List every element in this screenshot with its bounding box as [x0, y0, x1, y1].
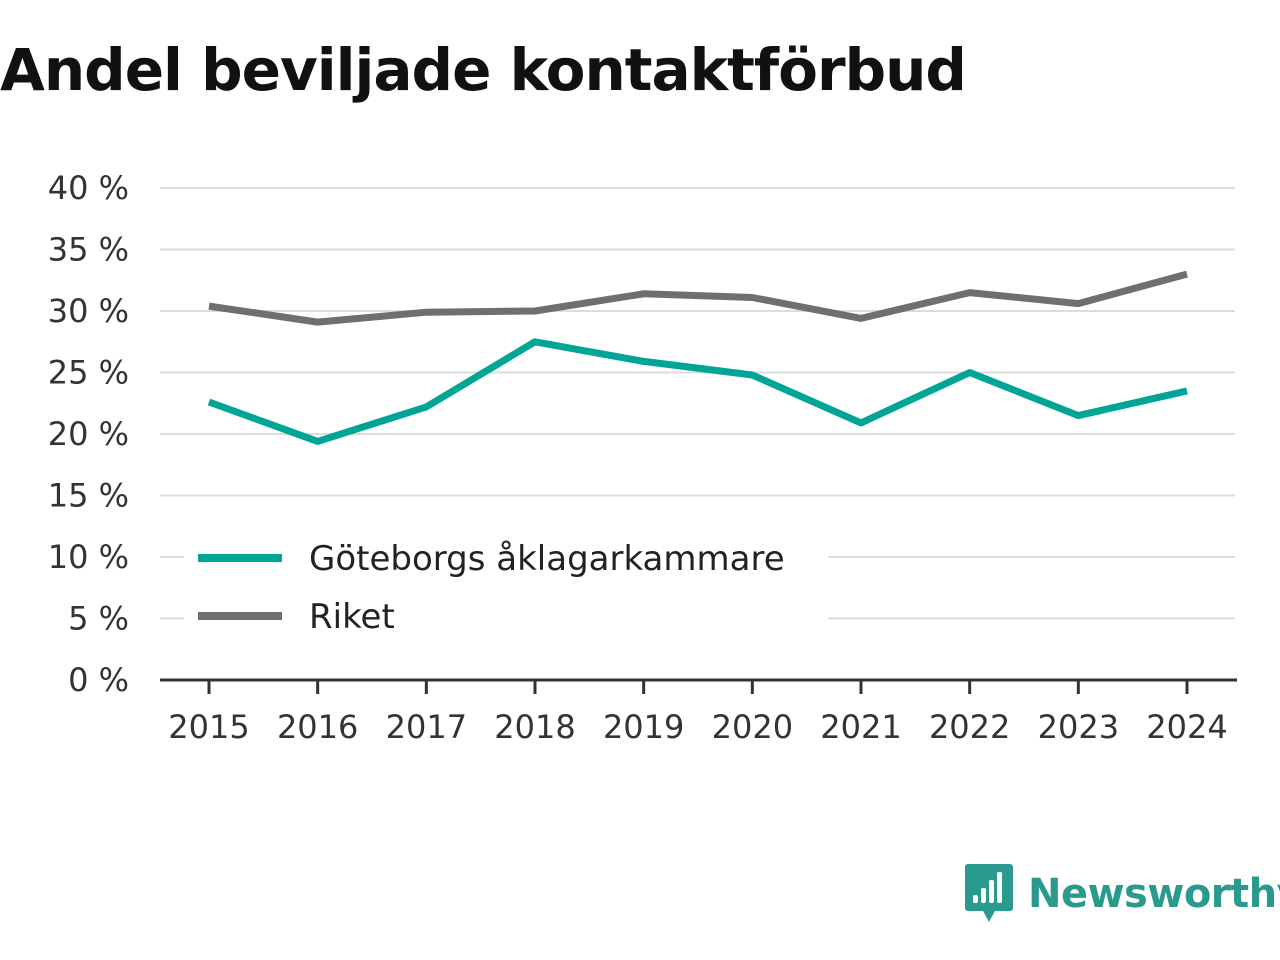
y-tick-label: 35 % [48, 231, 129, 269]
y-tick-label: 15 % [48, 477, 129, 515]
y-tick-label: 5 % [68, 600, 129, 638]
y-tick-label: 25 % [48, 354, 129, 392]
x-tick-label: 2017 [386, 708, 467, 746]
x-tick-label: 2019 [603, 708, 684, 746]
series-line [208, 270, 1188, 326]
y-tick-label: 40 % [48, 169, 129, 207]
legend-background [184, 528, 828, 650]
newsworthy-logo-icon [965, 864, 1013, 922]
y-axis: 0 % 5 % 10 % 15 % 20 % 25 % 30 % 35 % 40 % [48, 169, 129, 699]
x-tick-label: 2018 [494, 708, 575, 746]
x-axis: 2015 2016 2017 2018 2019 2020 2021 2022 2023 2024 [160, 678, 1237, 746]
legend: Göteborgs åklagarkammare Riket [184, 528, 828, 650]
x-tick-label: 2024 [1146, 708, 1227, 746]
chart-title: Andel beviljade kontaktförbud [0, 36, 967, 104]
x-tick-label: 2015 [168, 708, 249, 746]
x-tick-label: 2022 [929, 708, 1010, 746]
brand-logo: Newsworthy [964, 862, 1280, 926]
y-tick-label: 30 % [48, 292, 129, 330]
series-line [207, 338, 1188, 445]
legend-label: Göteborgs åklagarkammare [309, 539, 785, 579]
x-tick-label: 2020 [712, 708, 793, 746]
y-tick-label: 10 % [48, 538, 129, 576]
x-tick-label: 2023 [1038, 708, 1119, 746]
x-tick-label: 2016 [277, 708, 358, 746]
y-tick-label: 0 % [68, 661, 129, 699]
legend-label: Riket [309, 597, 395, 637]
series-lines [207, 270, 1188, 445]
brand-name: Newsworthy [1028, 871, 1280, 917]
x-tick-label: 2021 [820, 708, 901, 746]
y-tick-label: 20 % [48, 415, 129, 453]
